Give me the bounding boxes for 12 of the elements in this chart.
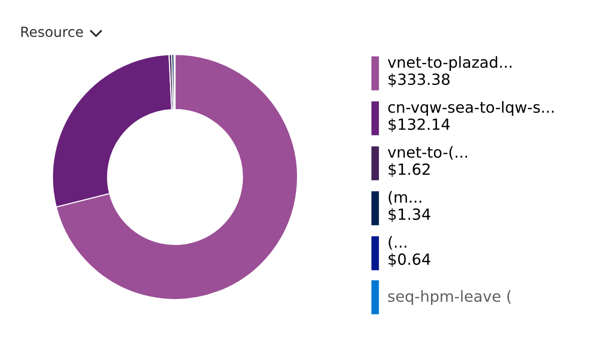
legend-label: vnet-to-plazad...: [388, 56, 512, 71]
legend-label: (m...: [388, 191, 422, 205]
data-label: $132.14: [388, 118, 450, 132]
data-label: $0.64: [388, 253, 430, 267]
chart-title: Resource: [21, 26, 83, 38]
legend-label: vnet-to-(...: [388, 146, 468, 160]
data-label: $1.34: [388, 208, 430, 222]
data-label: $333.38: [388, 73, 450, 88]
legend-label: cn-vqw-sea-to-lqw-s...: [388, 101, 554, 116]
data-label: $1.62: [388, 163, 430, 178]
legend-label: (...: [388, 236, 406, 250]
legend-label: seq-hpm-leave (: [388, 290, 511, 305]
